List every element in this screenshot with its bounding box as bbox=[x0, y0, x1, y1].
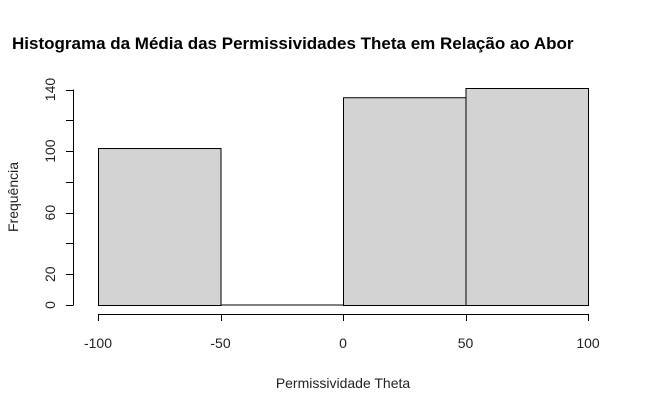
plot-area bbox=[98, 88, 589, 306]
y-tick-label: 60 bbox=[42, 205, 58, 221]
x-tick-label: 50 bbox=[458, 335, 474, 351]
histogram-bar-2 bbox=[343, 97, 467, 306]
y-axis: 0 20 60 100 140 bbox=[42, 78, 74, 309]
x-tick-label: -100 bbox=[84, 335, 112, 351]
x-tick-label: 100 bbox=[576, 335, 600, 351]
y-tick-label: 0 bbox=[42, 301, 58, 309]
x-axis: -100 -50 0 50 100 bbox=[84, 314, 600, 351]
y-tick-label: 100 bbox=[42, 139, 58, 163]
chart-title: Histograma da Média das Permissividades … bbox=[12, 34, 574, 53]
y-axis-label: Frequência bbox=[5, 162, 21, 232]
x-tick-label: -50 bbox=[210, 335, 230, 351]
y-tick-label: 140 bbox=[42, 78, 58, 102]
x-axis-label: Permissividade Theta bbox=[276, 375, 411, 391]
histogram-bar-3 bbox=[465, 88, 589, 306]
x-tick-label: 0 bbox=[339, 335, 347, 351]
y-tick-label: 20 bbox=[42, 266, 58, 282]
histogram-bar-0 bbox=[98, 148, 222, 306]
